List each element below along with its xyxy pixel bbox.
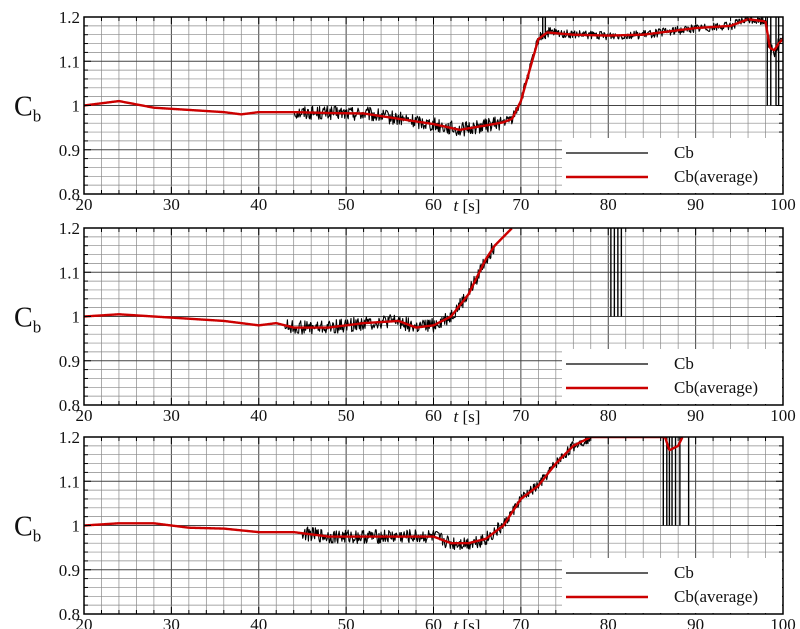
panel-top: Cb Cb(average) 20 30 40 50 60 70 80 90 100 0.8 0.9 1 1… xyxy=(14,8,796,215)
legend-label-cb-average: Cb(average) xyxy=(674,587,758,606)
y-axis-label: Cb xyxy=(14,512,41,546)
x-tick-label: 60 xyxy=(425,195,442,214)
y-tick-label: 1 xyxy=(72,97,81,116)
x-tick-label: 60 xyxy=(425,406,442,425)
y-tick-label: 1.2 xyxy=(59,8,80,27)
x-axis-label-symbol: t xyxy=(454,616,463,629)
y-tick-label: 0.8 xyxy=(59,605,80,624)
y-tick-label: 0.9 xyxy=(59,561,80,580)
plot-frame xyxy=(83,436,784,615)
x-tick-label: 30 xyxy=(163,615,180,629)
legend-box xyxy=(562,558,782,613)
x-axis-label: t [s] xyxy=(454,196,481,215)
x-tick-label: 90 xyxy=(687,195,704,214)
x-tick-label: 30 xyxy=(163,195,180,214)
series-group xyxy=(84,437,690,550)
x-tick-label: 90 xyxy=(687,615,704,629)
series-cb-average-line xyxy=(84,437,684,545)
y-tick-label: 0.9 xyxy=(59,141,80,160)
legend: Cb Cb(average) xyxy=(562,349,782,404)
x-tick-label: 50 xyxy=(338,195,355,214)
plot-frame xyxy=(83,16,784,195)
x-tick-label: 80 xyxy=(600,195,617,214)
panel-bottom: Cb Cb(average) 20 30 40 50 60 70 80 90 100 0.8 0.9 1 1… xyxy=(14,428,796,629)
x-axis-label-symbol: t xyxy=(454,196,463,215)
x-tick-label: 80 xyxy=(600,615,617,629)
x-axis-label-unit: [s] xyxy=(463,407,481,426)
legend-box xyxy=(562,349,782,404)
x-axis-label: t [s] xyxy=(454,407,481,426)
x-tick-label: 60 xyxy=(425,615,442,629)
series-cb-average-line xyxy=(84,18,783,131)
x-tick-label: 50 xyxy=(338,406,355,425)
x-axis-label-symbol: t xyxy=(454,407,463,426)
x-tick-label: 40 xyxy=(250,615,267,629)
y-tick-label: 1 xyxy=(72,308,81,327)
x-tick-label: 20 xyxy=(76,615,93,629)
legend: Cb Cb(average) xyxy=(562,558,782,613)
panel-middle: Cb Cb(average) 20 30 40 50 60 70 80 90 100 0.8 0.9 1 1… xyxy=(14,219,796,426)
x-tick-label: 100 xyxy=(770,406,796,425)
x-tick-label: 40 xyxy=(250,406,267,425)
series-cb-average-line xyxy=(84,228,513,329)
y-axis-label: Cb xyxy=(14,303,41,337)
y-tick-label: 0.8 xyxy=(59,396,80,415)
y-tick-label: 1.1 xyxy=(59,472,80,491)
series-cb-line xyxy=(84,437,592,550)
y-tick-label: 1.2 xyxy=(59,219,80,238)
series-group xyxy=(84,228,623,335)
plot-frame xyxy=(83,227,784,406)
x-tick-label: 80 xyxy=(600,406,617,425)
legend-label-cb: Cb xyxy=(674,563,694,582)
x-tick-label: 90 xyxy=(687,406,704,425)
legend: Cb Cb(average) xyxy=(562,138,782,193)
x-tick-label: 70 xyxy=(512,195,529,214)
y-tick-label: 1.1 xyxy=(59,263,80,282)
tick-labels: 20 30 40 50 60 70 80 90 100 0.8 0.9 1 1.1 1.2 xyxy=(59,8,796,214)
y-tick-label: 0.9 xyxy=(59,352,80,371)
legend-label-cb-average: Cb(average) xyxy=(674,378,758,397)
y-axis-label-subscript: b xyxy=(33,318,42,337)
x-tick-label: 20 xyxy=(76,195,93,214)
x-tick-label: 100 xyxy=(770,615,796,629)
x-axis-label-unit: [s] xyxy=(463,196,481,215)
y-axis-label-subscript: b xyxy=(33,107,42,126)
y-axis-label-main: C xyxy=(14,512,33,543)
y-axis-label-subscript: b xyxy=(33,527,42,546)
y-axis-label: Cb xyxy=(14,92,41,126)
x-tick-label: 30 xyxy=(163,406,180,425)
series-group xyxy=(84,17,783,137)
y-tick-label: 1.1 xyxy=(59,52,80,71)
legend-label-cb: Cb xyxy=(674,143,694,162)
tick-labels: 20 30 40 50 60 70 80 90 100 0.8 0.9 1 1.1 1.2 xyxy=(59,428,796,629)
y-tick-label: 1.2 xyxy=(59,428,80,447)
x-tick-label: 50 xyxy=(338,615,355,629)
legend-box xyxy=(562,138,782,193)
x-tick-label: 70 xyxy=(512,615,529,629)
tick-labels: 20 30 40 50 60 70 80 90 100 0.8 0.9 1 1.1 1.2 xyxy=(59,219,796,425)
x-tick-label: 100 xyxy=(770,195,796,214)
y-tick-label: 0.8 xyxy=(59,185,80,204)
legend-label-cb: Cb xyxy=(674,354,694,373)
y-tick-label: 1 xyxy=(72,517,81,536)
y-axis-label-main: C xyxy=(14,92,33,123)
x-tick-label: 40 xyxy=(250,195,267,214)
x-tick-label: 70 xyxy=(512,406,529,425)
x-tick-label: 20 xyxy=(76,406,93,425)
y-axis-label-main: C xyxy=(14,303,33,334)
x-axis-label: t [s] xyxy=(454,616,481,629)
legend-label-cb-average: Cb(average) xyxy=(674,167,758,186)
x-axis-label-unit: [s] xyxy=(463,616,481,629)
